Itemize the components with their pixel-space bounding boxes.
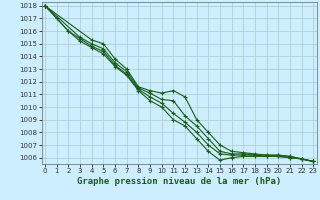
X-axis label: Graphe pression niveau de la mer (hPa): Graphe pression niveau de la mer (hPa) xyxy=(77,177,281,186)
